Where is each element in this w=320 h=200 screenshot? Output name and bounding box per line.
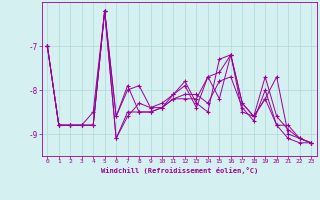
X-axis label: Windchill (Refroidissement éolien,°C): Windchill (Refroidissement éolien,°C): [100, 167, 258, 174]
